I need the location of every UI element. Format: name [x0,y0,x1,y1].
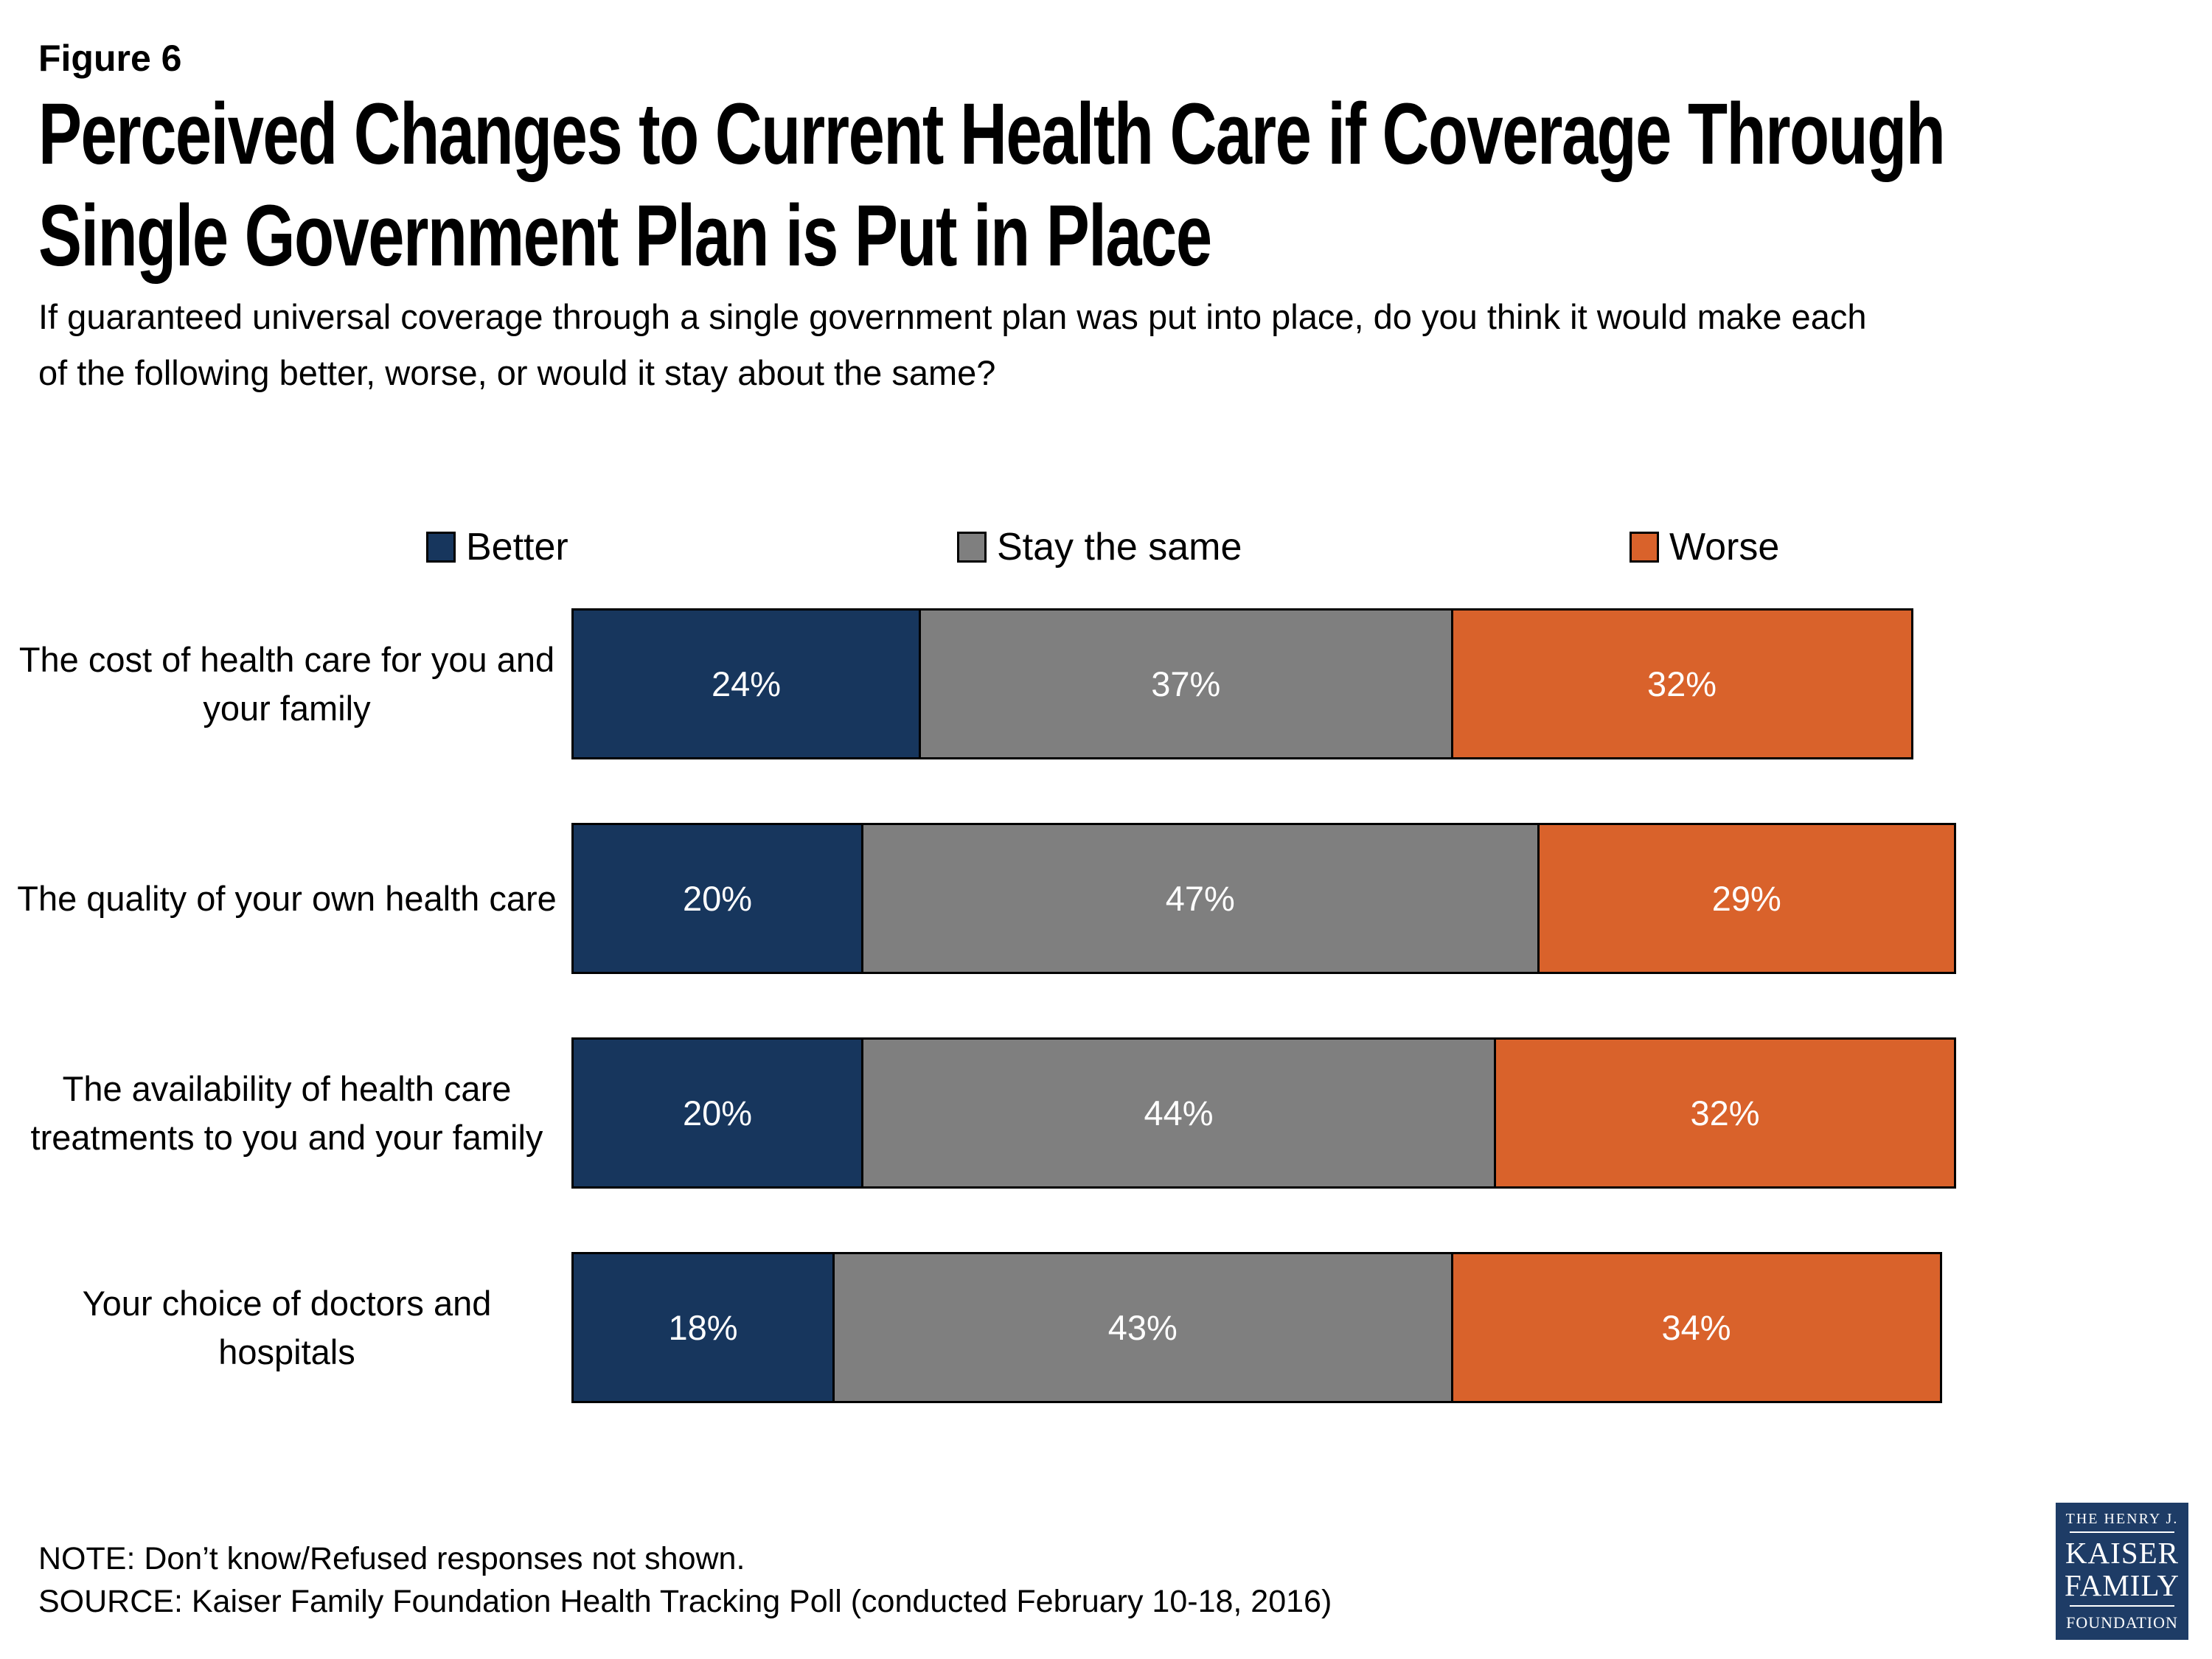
legend-item-better: Better [426,525,568,569]
bar-segment-better: 18% [574,1254,832,1401]
bar-value-label: 20% [682,879,753,918]
bar-segment-better: 20% [574,1040,861,1186]
category-label: Your choice of doctors and hospitals [82,1283,492,1371]
category-label: The quality of your own health care [17,878,557,918]
chart-title-line-2: Single Government Plan is Put in Place [38,187,1212,285]
legend-item-stay-the-same: Stay the same [957,525,1242,569]
logo-divider-top [2070,1531,2174,1533]
bar-value-label: 18% [668,1308,738,1347]
bar-segment-stay-the-same: 37% [919,611,1451,757]
bar-segment-stay-the-same: 44% [861,1040,1494,1186]
figure-label: Figure 6 [38,38,182,79]
bar-value-label: 37% [1151,664,1221,703]
logo-line-foundation: FOUNDATION [2066,1613,2178,1632]
bar-value-label: 32% [1690,1093,1760,1133]
source-text: SOURCE: Kaiser Family Foundation Health … [38,1584,1332,1619]
kff-logo: THE HENRY J. KAISER FAMILY FOUNDATION [2056,1503,2188,1640]
bar-segment-worse: 32% [1494,1040,1954,1186]
bar-track: 20% 44% 32% [571,1037,1956,1189]
legend-swatch-stay-the-same [957,532,987,563]
bar-track: 20% 47% 29% [571,823,1956,974]
bar-value-label: 34% [1661,1308,1731,1347]
legend-swatch-worse [1630,532,1659,563]
logo-line-family: FAMILY [2064,1568,2180,1602]
bar-value-label: 44% [1144,1093,1214,1133]
bar-segment-better: 24% [574,611,919,757]
logo-line-kaiser: KAISER [2065,1535,2180,1570]
chart-row: Your choice of doctors and hospitals 18%… [0,1252,2212,1403]
logo-divider-bottom [2070,1604,2174,1607]
bar-segment-stay-the-same: 43% [832,1254,1451,1401]
bar-segment-stay-the-same: 47% [861,825,1537,972]
legend-item-worse: Worse [1630,525,1779,569]
bar-value-label: 24% [711,664,782,703]
legend-swatch-better [426,532,456,563]
legend-label-stay-the-same: Stay the same [997,526,1242,568]
bar-value-label: 47% [1165,879,1235,918]
bar-segment-worse: 34% [1450,1254,1940,1401]
bar-segment-better: 20% [574,825,861,972]
category-label: The cost of health care for you and your… [18,639,555,728]
bar-value-label: 20% [682,1093,753,1133]
bar-segment-worse: 32% [1450,611,1911,757]
bar-value-label: 29% [1711,879,1781,918]
bar-value-label: 32% [1646,664,1717,703]
category-label: The availability of health care treatmen… [30,1068,543,1157]
bar-track: 18% 43% 34% [571,1252,1942,1403]
bar-track: 24% 37% 32% [571,608,1913,759]
legend-label-worse: Worse [1669,526,1780,568]
note-text: NOTE: Don’t know/Refused responses not s… [38,1541,745,1576]
legend-label-better: Better [466,526,568,568]
chart-row: The quality of your own health care 20% … [0,823,2212,974]
bar-value-label: 43% [1107,1308,1178,1347]
chart-title-line-1: Perceived Changes to Current Health Care… [38,86,1946,183]
chart-subtitle-line-1: If guaranteed universal coverage through… [38,297,1867,336]
chart-row: The availability of health care treatmen… [0,1037,2212,1189]
bar-segment-worse: 29% [1537,825,1954,972]
chart-row: The cost of health care for you and your… [0,608,2212,759]
logo-line-the-henry-j: THE HENRY J. [2065,1510,2179,1527]
chart-subtitle-line-2: of the following better, worse, or would… [38,353,996,392]
